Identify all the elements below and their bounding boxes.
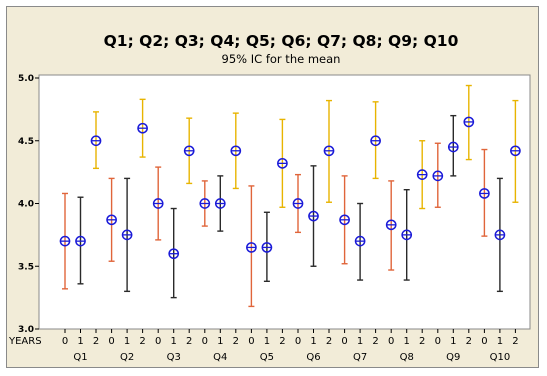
plot-area xyxy=(38,74,531,330)
chart-title: Q1; Q2; Q3; Q4; Q5; Q6; Q7; Q8; Q9; Q10 xyxy=(104,32,459,50)
interval-q7-year-2 xyxy=(370,101,381,180)
x-tick-label-year: 2 xyxy=(512,336,518,347)
x-tick-label-year: 0 xyxy=(155,336,161,347)
x-tick-label-year: 0 xyxy=(481,336,487,347)
interval-q5-year-1 xyxy=(261,211,273,283)
interval-q7-year-0 xyxy=(339,175,350,265)
interval-q2-year-1 xyxy=(121,177,133,293)
y-tick-label: 3.0 xyxy=(18,325,34,335)
x-tick-label-year: 1 xyxy=(264,336,270,347)
x-tick-label-year: 2 xyxy=(326,336,332,347)
interval-q10-year-0 xyxy=(479,148,490,237)
interval-q8-year-0 xyxy=(385,180,397,271)
x-group-label: Q8 xyxy=(400,352,414,363)
interval-q9-year-0 xyxy=(432,142,444,208)
y-tick-label: 4.0 xyxy=(18,200,34,210)
x-tick-label-year: 1 xyxy=(217,336,223,347)
chart-frame: Q1; Q2; Q3; Q4; Q5; Q6; Q7; Q8; Q9; Q10 … xyxy=(6,6,539,368)
interval-plot: Q1; Q2; Q3; Q4; Q5; Q6; Q7; Q8; Q9; Q10 … xyxy=(8,32,531,363)
interval-q8-year-1 xyxy=(401,188,413,281)
x-tick-label-year: 1 xyxy=(404,336,410,347)
interval-q4-year-0 xyxy=(199,180,211,227)
interval-q6-year-0 xyxy=(292,173,304,234)
interval-q6-year-2 xyxy=(323,99,335,203)
x-group-label: Q9 xyxy=(446,352,460,363)
x-tick-label-year: 1 xyxy=(357,336,363,347)
x-group-label: Q10 xyxy=(490,352,511,363)
interval-q3-year-0 xyxy=(152,166,164,241)
x-tick-label-year: 1 xyxy=(77,336,83,347)
interval-q2-year-2 xyxy=(137,98,148,158)
interval-q9-year-1 xyxy=(447,114,459,177)
x-group-label: Q1 xyxy=(73,352,87,363)
x-tick-label-year: 1 xyxy=(310,336,316,347)
x-group-label: Q3 xyxy=(167,352,181,363)
x-group-label: Q6 xyxy=(306,352,320,363)
x-tick-label-year: 2 xyxy=(139,336,145,347)
interval-marks xyxy=(59,84,521,308)
interval-q1-year-0 xyxy=(59,192,71,290)
interval-q8-year-2 xyxy=(416,140,428,210)
x-tick-label-year: 2 xyxy=(419,336,425,347)
interval-q4-year-1 xyxy=(214,175,226,232)
x-tick-label-year: 0 xyxy=(295,336,301,347)
interval-q5-year-2 xyxy=(277,118,288,208)
x-tick-label-year: 0 xyxy=(388,336,394,347)
chart-subtitle: 95% IC for the mean xyxy=(222,52,341,66)
x-group-label: Q7 xyxy=(353,352,367,363)
y-tick-label: 4.5 xyxy=(18,137,34,147)
x-tick-label-year: 1 xyxy=(124,336,130,347)
y-tick-label: 3.5 xyxy=(18,262,34,272)
interval-q7-year-1 xyxy=(354,202,366,281)
x-tick-label-year: 0 xyxy=(62,336,68,347)
x-group-label: Q5 xyxy=(260,352,274,363)
x-tick-label-year: 0 xyxy=(341,336,347,347)
x-tick-label-year: 2 xyxy=(186,336,192,347)
x-tick-label-year: 1 xyxy=(171,336,177,347)
interval-q10-year-1 xyxy=(494,177,506,293)
x-tick-label-year: 2 xyxy=(279,336,285,347)
y-axis: 3.0 3.5 4.0 4.5 5.0 xyxy=(18,74,39,335)
y-tick-label: 5.0 xyxy=(18,74,34,84)
x-group-label: Q2 xyxy=(120,352,134,363)
x-tick-label-year: 0 xyxy=(202,336,208,347)
interval-q2-year-0 xyxy=(106,177,117,262)
x-tick-label-year: 1 xyxy=(450,336,456,347)
x-tick-label-year: 0 xyxy=(248,336,254,347)
x-tick-label-year: 2 xyxy=(93,336,99,347)
interval-q3-year-1 xyxy=(168,207,180,299)
x-tick-label-year: 0 xyxy=(108,336,114,347)
interval-q3-year-2 xyxy=(183,117,195,185)
interval-q5-year-0 xyxy=(246,185,257,308)
interval-q9-year-2 xyxy=(463,84,475,161)
x-tick-label-year: 1 xyxy=(497,336,503,347)
x-tick-label-year: 0 xyxy=(435,336,441,347)
x-tick-label-year: 2 xyxy=(372,336,378,347)
x-group-label: Q4 xyxy=(213,352,227,363)
x-tick-label-year: 2 xyxy=(233,336,239,347)
interval-q10-year-2 xyxy=(510,99,521,203)
interval-q6-year-1 xyxy=(308,165,319,267)
x-axis-label: YEARS xyxy=(8,336,42,347)
interval-q4-year-2 xyxy=(230,112,242,190)
x-tick-label-year: 2 xyxy=(466,336,472,347)
interval-q1-year-2 xyxy=(90,111,102,170)
interval-q1-year-1 xyxy=(75,196,86,285)
